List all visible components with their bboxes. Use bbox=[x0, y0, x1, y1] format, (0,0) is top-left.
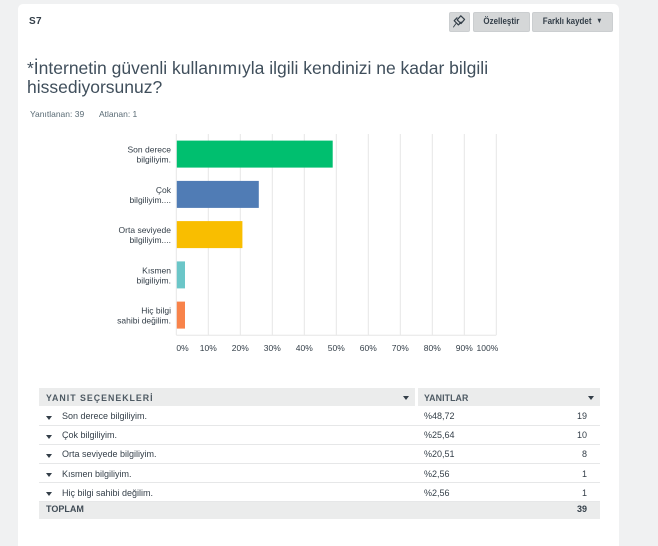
svg-text:20%: 20% bbox=[232, 343, 249, 353]
svg-text:bilgiliyim.: bilgiliyim. bbox=[137, 275, 171, 285]
svg-text:Çok: Çok bbox=[156, 185, 172, 195]
svg-text:bilgiliyim....: bilgiliyim.... bbox=[129, 235, 171, 245]
svg-text:10%: 10% bbox=[200, 343, 217, 353]
svg-text:0%: 0% bbox=[176, 343, 189, 353]
svg-text:Hiç bilgi: Hiç bilgi bbox=[141, 306, 171, 316]
svg-text:bilgiliyim.: bilgiliyim. bbox=[137, 155, 171, 165]
svg-text:bilgiliyim....: bilgiliyim.... bbox=[129, 195, 171, 205]
svg-text:90%: 90% bbox=[456, 343, 473, 353]
svg-text:Kısmen: Kısmen bbox=[142, 265, 171, 275]
svg-text:Son derece: Son derece bbox=[128, 145, 172, 155]
svg-text:30%: 30% bbox=[264, 343, 281, 353]
svg-text:Orta seviyede: Orta seviyede bbox=[119, 225, 172, 235]
svg-text:60%: 60% bbox=[360, 343, 377, 353]
svg-text:70%: 70% bbox=[392, 343, 409, 353]
svg-text:sahibi değilim.: sahibi değilim. bbox=[117, 316, 171, 326]
svg-text:80%: 80% bbox=[424, 343, 441, 353]
svg-text:50%: 50% bbox=[328, 343, 345, 353]
svg-text:40%: 40% bbox=[296, 343, 313, 353]
svg-text:100%: 100% bbox=[477, 343, 499, 353]
